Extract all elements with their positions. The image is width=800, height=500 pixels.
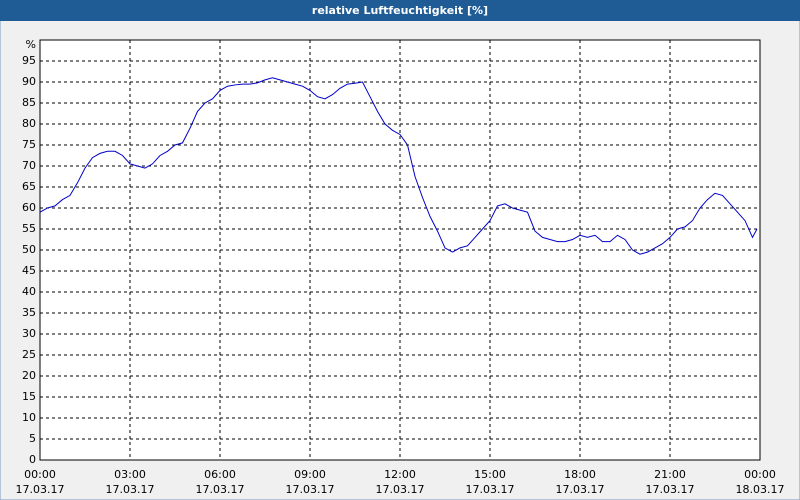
y-tick-label: 20 — [22, 369, 36, 382]
plot-frame — [39, 39, 761, 461]
y-tick-label: 30 — [22, 327, 36, 340]
x-tick-label: 09:00 — [294, 468, 326, 481]
x-tick-label: 06:00 — [204, 468, 236, 481]
y-tick-label: 85 — [22, 96, 36, 109]
y-tick-label: 35 — [22, 306, 36, 319]
y-tick-label: 45 — [22, 264, 36, 277]
x-tick-label: 00:00 — [24, 468, 56, 481]
x-tick-label: 12:00 — [384, 468, 416, 481]
x-tick-date: 17.03.17 — [106, 483, 155, 496]
y-tick-label: 80 — [22, 117, 36, 130]
y-tick-label: 95 — [22, 54, 36, 67]
x-tick-date: 18.03.17 — [736, 483, 785, 496]
y-tick-label: 90 — [22, 75, 36, 88]
x-tick-label: 18:00 — [564, 468, 596, 481]
x-tick-date: 17.03.17 — [466, 483, 515, 496]
y-tick-label: 10 — [22, 411, 36, 424]
y-tick-label: 50 — [22, 243, 36, 256]
y-tick-label: 60 — [22, 201, 36, 214]
x-tick-date: 17.03.17 — [646, 483, 695, 496]
y-tick-label: 55 — [22, 222, 36, 235]
x-tick-date: 17.03.17 — [556, 483, 605, 496]
y-tick-label: 0 — [29, 453, 36, 466]
x-tick-label: 21:00 — [654, 468, 686, 481]
line — [39, 77, 758, 255]
x-tick-date: 17.03.17 — [376, 483, 425, 496]
y-tick-label: 65 — [22, 180, 36, 193]
y-tick-label: 25 — [22, 348, 36, 361]
chart-title: relative Luftfeuchtigkeit [%] — [312, 4, 488, 17]
x-tick-date: 17.03.17 — [286, 483, 335, 496]
x-tick-date: 17.03.17 — [16, 483, 65, 496]
x-tick-label: 15:00 — [474, 468, 506, 481]
y-tick-label: 75 — [22, 138, 36, 151]
y-tick-label: 70 — [22, 159, 36, 172]
x-tick-label: 00:00 — [744, 468, 776, 481]
y-tick-label: 15 — [22, 390, 36, 403]
title-bar — [0, 0, 800, 21]
y-axis-label: % — [26, 38, 36, 51]
y-tick-label: 5 — [29, 432, 36, 445]
x-tick-date: 17.03.17 — [196, 483, 245, 496]
x-tick-label: 03:00 — [114, 468, 146, 481]
y-tick-label: 40 — [22, 285, 36, 298]
